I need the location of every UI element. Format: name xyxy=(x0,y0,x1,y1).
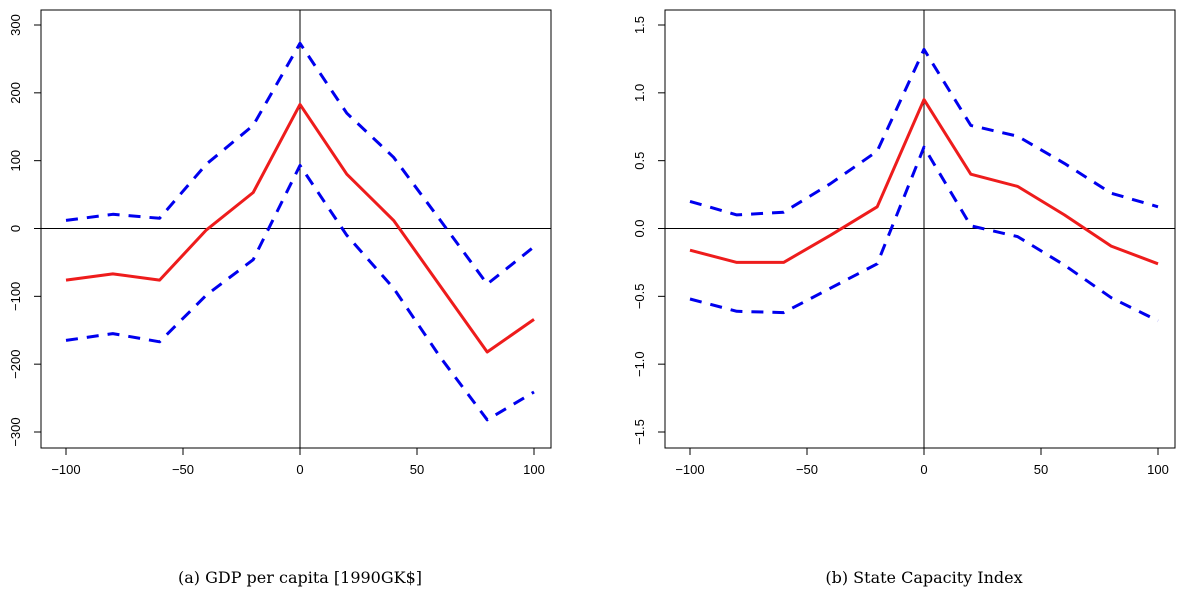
y-tick-label: 1.0 xyxy=(632,84,647,102)
x-tick-label: 50 xyxy=(1034,462,1048,477)
y-tick-label: −100 xyxy=(8,282,23,311)
series-line-upper xyxy=(689,47,1159,217)
series-line-estimate xyxy=(65,102,535,354)
x-tick-label: −100 xyxy=(51,462,80,477)
y-tick-label: 0.0 xyxy=(632,219,647,237)
y-tick-label: 0.5 xyxy=(632,152,647,170)
panel-gdp-per-capita: −100 −50 0 50 100 −300 −200 −100 0 100 200 300 xyxy=(8,9,552,477)
y-tick-label: −1.0 xyxy=(632,351,647,377)
series-line-estimate xyxy=(689,98,1159,266)
y-tick-label: −300 xyxy=(8,417,23,446)
y-tick-label: 200 xyxy=(8,82,23,104)
caption-state-capacity-index: (b) State Capacity Index xyxy=(825,568,1022,587)
y-tick-label: −0.5 xyxy=(632,283,647,309)
x-tick-label: 100 xyxy=(523,462,545,477)
x-tick-label: −100 xyxy=(675,462,704,477)
x-tick-label: 50 xyxy=(410,462,424,477)
y-tick-label: −200 xyxy=(8,350,23,379)
series-line-lower xyxy=(65,163,535,422)
x-tick-label: −50 xyxy=(796,462,818,477)
series-line-upper xyxy=(65,41,535,286)
y-tick-label: 1.5 xyxy=(632,16,647,34)
x-tick-label: 0 xyxy=(920,462,927,477)
y-tick-label: 100 xyxy=(8,150,23,172)
caption-gdp-per-capita: (a) GDP per capita [1990GK$] xyxy=(178,568,422,587)
y-tick-label: 0 xyxy=(8,225,23,232)
x-tick-label: 0 xyxy=(296,462,303,477)
y-tick-label: 300 xyxy=(8,14,23,36)
panel-state-capacity-index: −100 −50 0 50 100 −1.5 −1.0 −0.5 0.0 0.5 1.0 1.5 xyxy=(632,9,1176,477)
x-tick-label: −50 xyxy=(172,462,194,477)
x-tick-label: 100 xyxy=(1147,462,1169,477)
series-line-lower xyxy=(689,145,1159,323)
y-tick-label: −1.5 xyxy=(632,419,647,445)
